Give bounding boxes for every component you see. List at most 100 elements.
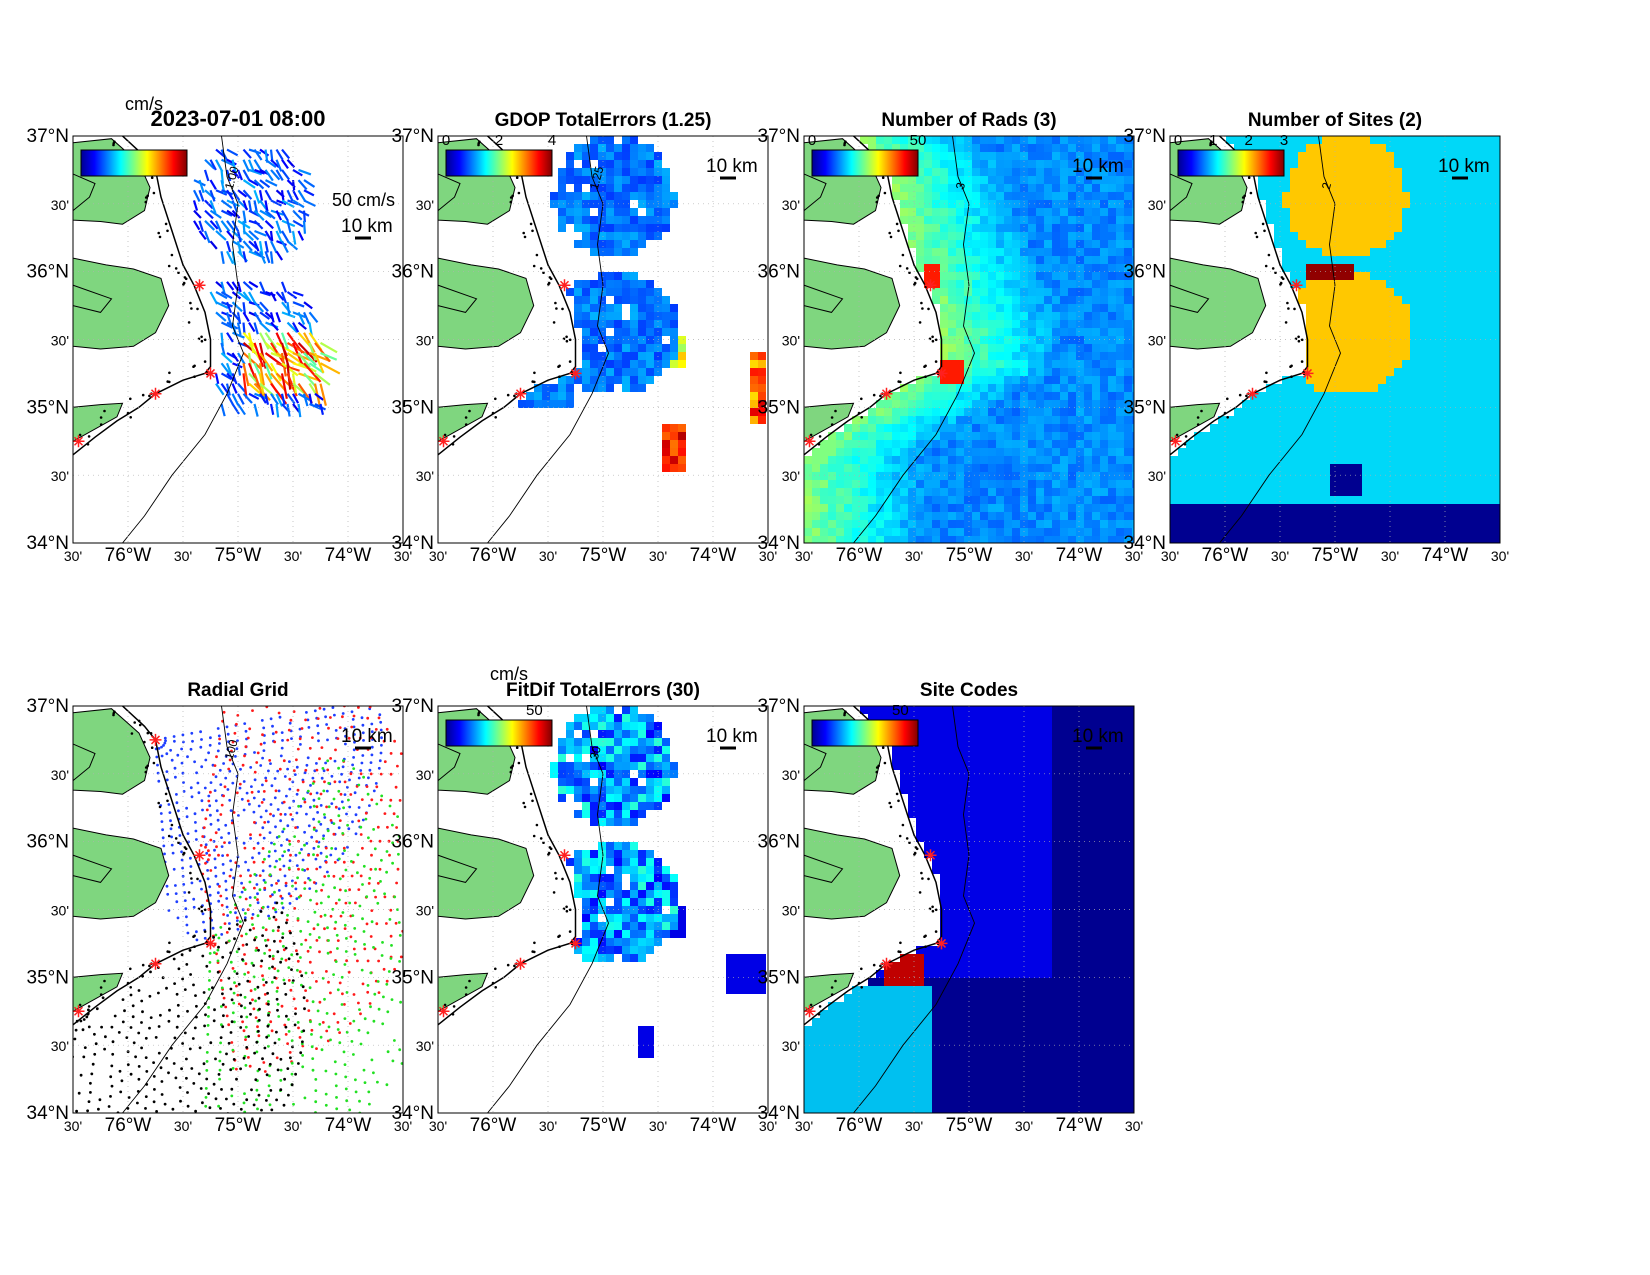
data-cell: [836, 456, 844, 464]
grid-point: [208, 893, 212, 897]
data-cell: [1012, 488, 1020, 496]
data-cell: [916, 528, 924, 536]
data-cell: [956, 312, 964, 320]
grid-point: [305, 812, 308, 816]
data-cell: [1378, 512, 1386, 520]
data-cell: [1234, 512, 1242, 520]
grid-point: [200, 765, 204, 769]
data-cell: [574, 320, 582, 328]
data-cell: [1466, 152, 1474, 160]
data-cell: [598, 144, 606, 152]
data-cell: [1354, 424, 1362, 432]
data-cell: [892, 424, 900, 432]
data-cell: [1450, 344, 1458, 352]
data-cell: [1044, 136, 1052, 144]
lon-label: 30': [1491, 548, 1509, 564]
data-cell: [932, 192, 940, 200]
data-cell: [1330, 456, 1338, 464]
data-cell: [1490, 416, 1498, 424]
data-cell: [1068, 392, 1076, 400]
data-cell: [598, 192, 606, 200]
data-cell: [1418, 312, 1426, 320]
data-cell: [988, 520, 996, 528]
data-cell: [1226, 416, 1234, 424]
data-cell: [1290, 432, 1298, 440]
lon-label: 74°W: [1422, 545, 1469, 566]
vector-arrow: [319, 341, 338, 354]
vector-arrow: [291, 230, 297, 245]
data-cell: [876, 528, 884, 536]
vector-arrow: [280, 393, 286, 406]
data-cell: [1450, 376, 1458, 384]
data-cell: [1482, 464, 1490, 472]
data-cell: [1290, 240, 1298, 248]
data-cell: [900, 392, 908, 400]
data-cell: [1290, 488, 1298, 496]
data-cell: [1410, 416, 1418, 424]
data-cell: [1298, 464, 1306, 472]
data-cell: [1402, 528, 1410, 536]
data-cell: [1210, 448, 1218, 456]
data-cell: [1378, 224, 1386, 232]
data-cell: [1418, 320, 1426, 328]
grid-point: [344, 734, 347, 738]
data-cell: [1108, 448, 1116, 456]
data-cell: [646, 360, 654, 368]
data-cell: [852, 456, 860, 464]
data-cell: [1426, 288, 1434, 296]
data-cell: [1266, 416, 1274, 424]
lon-label: 30': [795, 548, 813, 564]
data-cell: [1442, 264, 1450, 272]
data-cell: [622, 288, 630, 296]
data-cell: [1170, 512, 1178, 520]
data-cell: [1498, 168, 1500, 176]
data-cell: [1092, 136, 1100, 144]
data-cell: [876, 424, 884, 432]
data-cell: [1362, 344, 1370, 352]
data-cell: [1458, 440, 1466, 448]
data-cell: [972, 368, 980, 376]
data-cell: [972, 488, 980, 496]
data-cell: [1458, 176, 1466, 184]
data-cell: [1036, 240, 1044, 248]
km-scale-label: 10 km: [341, 216, 393, 237]
vector-arrow: [269, 251, 274, 264]
data-cell: [1474, 384, 1482, 392]
data-cell: [1020, 320, 1028, 328]
data-cell: [1178, 520, 1186, 528]
coastline: [438, 136, 577, 456]
data-cell: [828, 472, 836, 480]
data-cell: [956, 344, 964, 352]
data-cell: [1482, 176, 1490, 184]
data-cell: [964, 320, 972, 328]
data-cell: [1306, 248, 1314, 256]
data-cell: [956, 176, 964, 184]
data-cell: [1060, 424, 1068, 432]
data-cell: [812, 472, 820, 480]
data-cell: [1322, 296, 1330, 304]
data-cell: [956, 136, 964, 144]
data-cell: [852, 512, 860, 520]
vector-arrow: [264, 158, 277, 169]
data-cell: [1370, 368, 1378, 376]
data-cell: [1282, 504, 1290, 512]
data-cell: [1346, 240, 1354, 248]
data-cell: [1370, 336, 1378, 344]
data-cell: [1458, 472, 1466, 480]
data-cell: [1458, 288, 1466, 296]
data-cell: [1084, 288, 1092, 296]
data-cell: [1378, 296, 1386, 304]
data-cell: [582, 192, 590, 200]
data-cell: [566, 376, 574, 384]
data-cell: [1346, 168, 1354, 176]
data-cell: [1100, 272, 1108, 280]
colorbar-tick: 1: [1209, 132, 1217, 149]
data-cell: [1394, 504, 1402, 512]
data-cell: [1442, 144, 1450, 152]
data-cell: [590, 224, 598, 232]
coast-dot: [144, 200, 148, 204]
vector-arrow: [270, 321, 279, 331]
data-cell: [1386, 320, 1394, 328]
data-cell: [908, 464, 916, 472]
data-cell: [1092, 472, 1100, 480]
